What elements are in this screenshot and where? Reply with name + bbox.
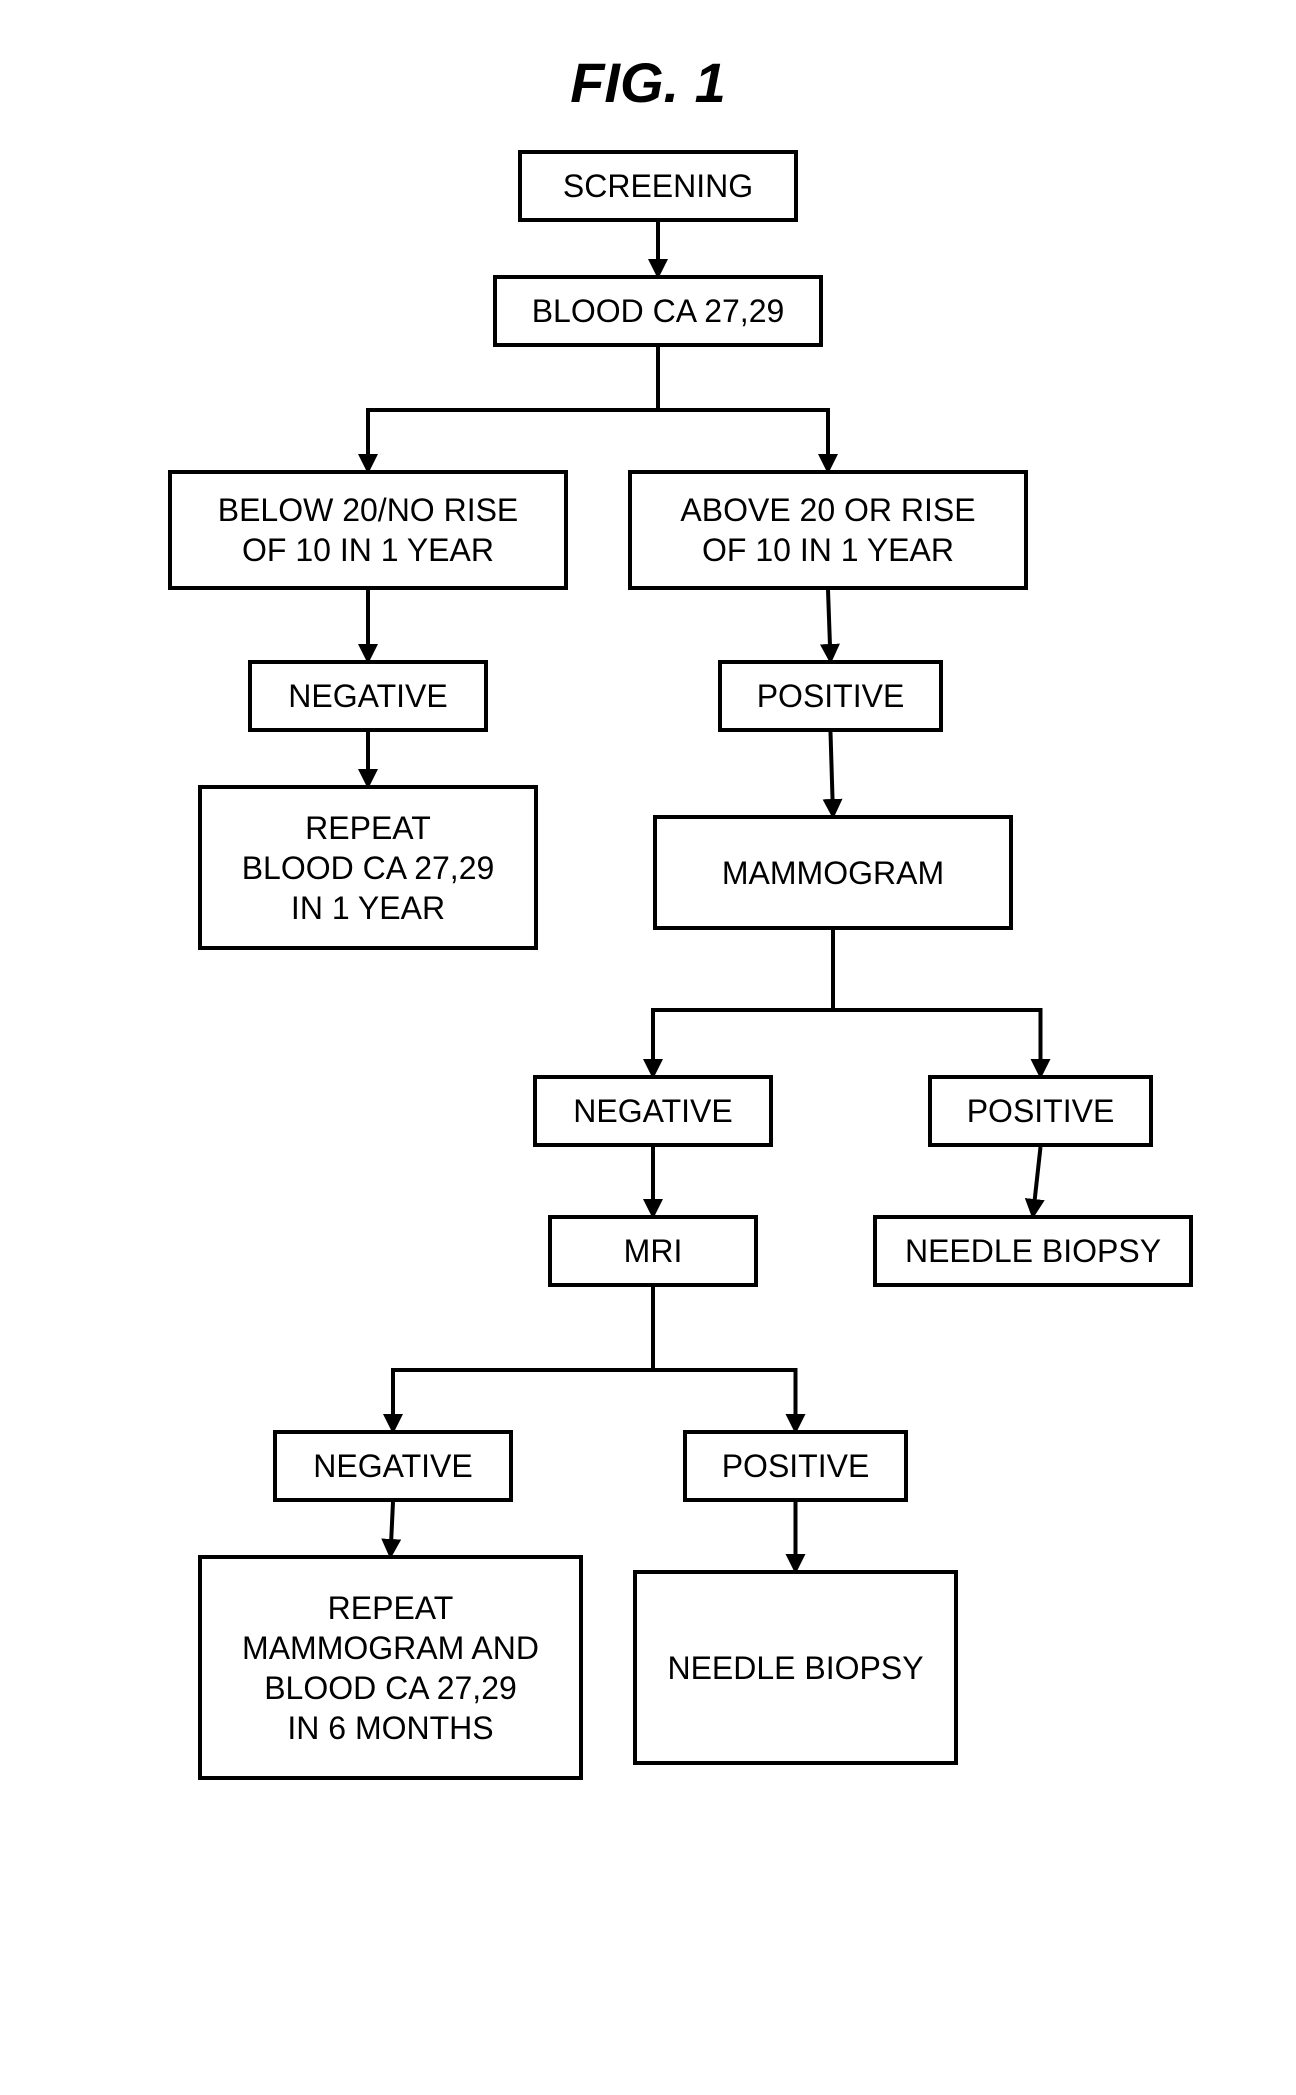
node-needle-biopsy-2: NEEDLE BIOPSY xyxy=(633,1570,958,1765)
node-mri: MRI xyxy=(548,1215,758,1287)
node-above-20: ABOVE 20 OR RISEOF 10 IN 1 YEAR xyxy=(628,470,1028,590)
flowchart-diagram: FIG. 1 SCREENING BLOOD CA 27,29 BELOW 20… xyxy=(98,40,1198,2020)
node-below-20: BELOW 20/NO RISEOF 10 IN 1 YEAR xyxy=(168,470,568,590)
node-positive-2: POSITIVE xyxy=(928,1075,1153,1147)
node-negative-3: NEGATIVE xyxy=(273,1430,513,1502)
node-repeat-1-year: REPEATBLOOD CA 27,29IN 1 YEAR xyxy=(198,785,538,950)
node-mammogram: MAMMOGRAM xyxy=(653,815,1013,930)
node-screening: SCREENING xyxy=(518,150,798,222)
node-negative-2: NEGATIVE xyxy=(533,1075,773,1147)
node-needle-biopsy-1: NEEDLE BIOPSY xyxy=(873,1215,1193,1287)
figure-title: FIG. 1 xyxy=(98,50,1198,115)
node-negative-1: NEGATIVE xyxy=(248,660,488,732)
node-blood-ca: BLOOD CA 27,29 xyxy=(493,275,823,347)
node-repeat-6-months: REPEATMAMMOGRAM ANDBLOOD CA 27,29IN 6 MO… xyxy=(198,1555,583,1780)
node-positive-3: POSITIVE xyxy=(683,1430,908,1502)
node-positive-1: POSITIVE xyxy=(718,660,943,732)
